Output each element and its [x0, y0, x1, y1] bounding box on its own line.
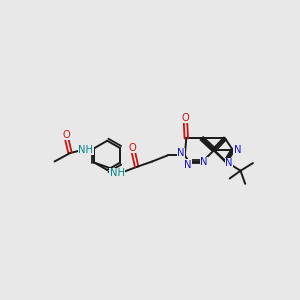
Text: NH: NH [110, 168, 125, 178]
Text: N: N [200, 157, 208, 167]
Text: N: N [225, 158, 233, 168]
Text: O: O [182, 112, 189, 123]
Text: N: N [177, 148, 184, 158]
Text: NH: NH [78, 145, 93, 155]
Text: O: O [128, 143, 136, 153]
Text: N: N [184, 160, 192, 170]
Text: N: N [234, 145, 241, 155]
Text: O: O [62, 130, 70, 140]
